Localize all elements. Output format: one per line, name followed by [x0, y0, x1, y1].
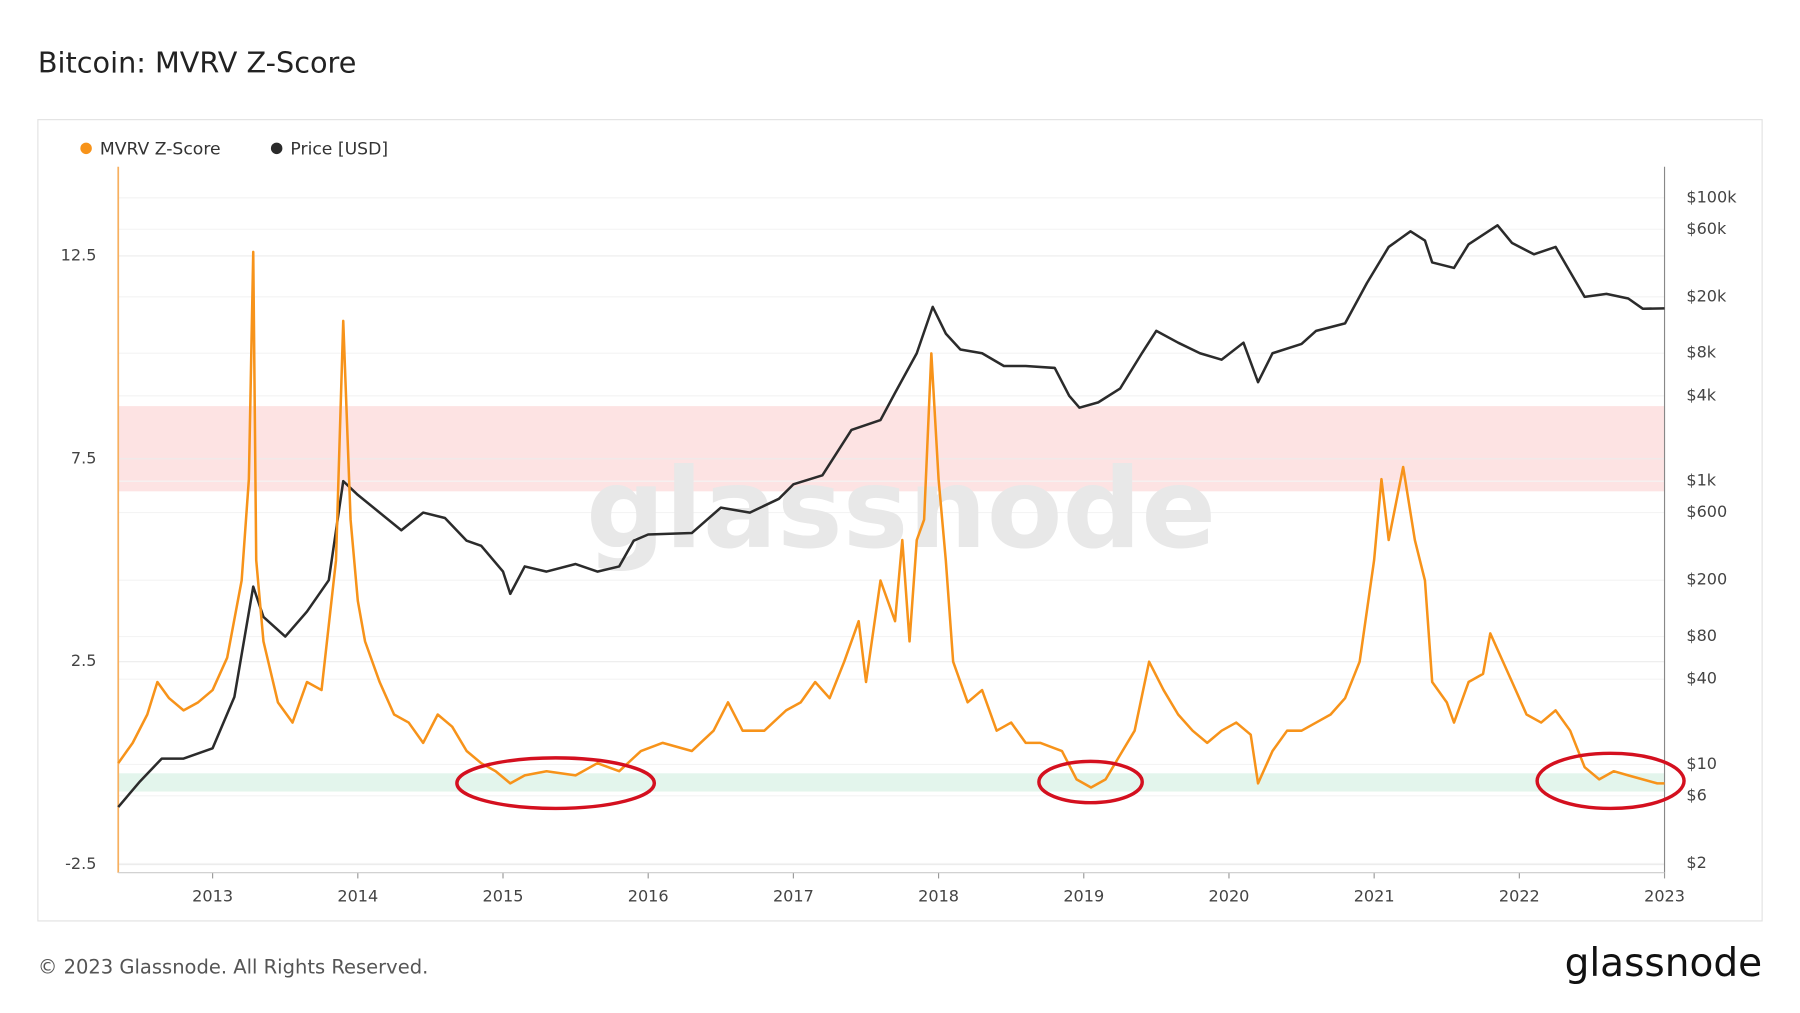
y2-tick-label: $1k: [1686, 471, 1716, 490]
y2-tick-label: $10: [1686, 754, 1717, 773]
y2-tick-label: $600: [1686, 502, 1727, 521]
plot-area: -2.5 2.5 7.5 12.5 $100k $60k $20k $8k $4k $1k $600…: [61, 139, 1738, 905]
band: [118, 406, 1665, 492]
chart-title: Bitcoin: MVRV Z-Score: [38, 46, 357, 80]
chart-frame: [37, 119, 1763, 922]
series-line: [117, 224, 1665, 808]
y2-tick-label: $60k: [1686, 219, 1727, 238]
y2-tick-label: $200: [1686, 570, 1727, 589]
legend-marker: [270, 142, 283, 155]
legend-label: MVRV Z-Score: [100, 139, 221, 159]
x-tick-label: 2019: [1063, 886, 1104, 905]
y2-tick-label: $40: [1686, 669, 1717, 688]
y-tick-label: 12.5: [61, 245, 97, 264]
x-tick-label: 2021: [1354, 886, 1395, 905]
annotation-ellipse: [1037, 759, 1144, 805]
footer: © 2023 Glassnode. All Rights Reserved.: [38, 955, 428, 978]
y2-tick-label: $4k: [1686, 385, 1716, 404]
x-tick-label: 2017: [773, 886, 814, 905]
annotation-ellipse: [1535, 751, 1686, 811]
x-tick-label: 2014: [337, 886, 378, 905]
x-tick-label: 2016: [628, 886, 669, 905]
logo: glassnode: [1565, 941, 1763, 986]
y2-tick-label: $8k: [1686, 343, 1716, 362]
x-tick-label: 2023: [1644, 886, 1685, 905]
x-tick-label: 2013: [192, 886, 233, 905]
legend-label: Price [USD]: [290, 139, 388, 159]
series-line: [117, 250, 1665, 789]
y2-tick-label: $2: [1686, 853, 1706, 872]
x-tick-label: 2022: [1499, 886, 1540, 905]
y2-tick-label: $6: [1686, 785, 1706, 804]
annotation-ellipse: [455, 756, 657, 811]
y-tick-label: 2.5: [71, 651, 97, 670]
y2-tick-label: $100k: [1686, 187, 1737, 206]
legend-marker: [80, 142, 92, 155]
x-tick-label: 2018: [918, 886, 959, 905]
x-tick-label: 2015: [483, 886, 524, 905]
y2-tick-label: $20k: [1686, 286, 1727, 305]
y2-tick-label: $80: [1686, 626, 1717, 645]
y-tick-label: -2.5: [65, 854, 96, 873]
x-tick-label: 2020: [1209, 886, 1250, 905]
band: [118, 773, 1665, 792]
y-tick-label: 7.5: [71, 448, 97, 467]
